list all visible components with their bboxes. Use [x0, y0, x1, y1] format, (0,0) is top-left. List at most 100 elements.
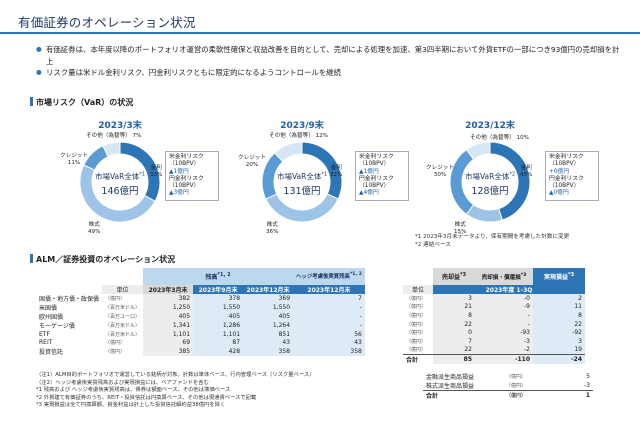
col-unit-2: 単位: [403, 285, 433, 294]
row-unit: （百万米ドル）: [105, 305, 141, 311]
value-mar: 385: [143, 347, 194, 357]
segment-name: クレジット: [426, 165, 454, 171]
segment-name: 株式: [266, 222, 278, 228]
row-unit: （億円）: [406, 338, 427, 345]
value-mar: 1,341: [143, 321, 194, 330]
jpy-value: ▲4億円: [359, 190, 379, 197]
pl-row: （億円） 3 -0 2: [403, 294, 585, 303]
derivative-value: 1: [543, 389, 593, 400]
value-dec: 851: [243, 330, 294, 339]
usd-unit: （10BPV）: [169, 161, 200, 168]
pl-row: （億円） 22-22: [403, 319, 585, 329]
rate-risk-box-1: 米金利リスク （10BPV） ▲1億円 円金利リスク （10BPV） ▲3億円: [165, 151, 219, 201]
donut-label-1-1: 金利 33%: [150, 165, 162, 179]
value-hedge: -: [293, 321, 365, 330]
page-title: 有価証券のオペレーション状況: [18, 15, 196, 30]
donut-label-1-2: 株式 49%: [88, 222, 100, 236]
var-notes: *1 2023年3月末データより、保有期間を考慮した計数に変更 *2 連結ベース: [415, 233, 569, 249]
donut-label-2-1: 金利 32%: [330, 165, 342, 179]
derivative-table: 金融派生商品損益 （億円） 5 株式派生商品損益 （億円） -3 合計 （億円） 1: [423, 372, 593, 400]
usd-label: 米金利リスク: [549, 154, 584, 160]
value-hedge: 7: [293, 294, 365, 303]
balance-table-wrap: 残高*1, 2 ヘッジ考慮後実質残高*1, 2 単位 2023年3月末 2023…: [36, 268, 365, 357]
value-sep: 428: [193, 347, 244, 357]
value-mar: 1,250: [143, 303, 194, 312]
balance-row: モーゲージ債 （百万米ドル） 1,341 1,286 1,264-: [36, 321, 365, 330]
value-gain: 22: [433, 345, 475, 355]
jpy-unit: （10BPV）: [169, 183, 200, 190]
value-dec: 1,264: [243, 321, 294, 330]
derivative-label: 合計: [423, 389, 503, 400]
donut-segment-4: [273, 141, 303, 163]
donut-center-note-1: *1: [139, 171, 146, 178]
value-sep: 1,286: [193, 321, 244, 330]
donut-segment-3: [449, 148, 475, 216]
segment-name: その他（為替等） 12%: [269, 133, 328, 139]
pl-total-row: 合計 85 -110 -24: [403, 353, 585, 364]
value-sep: 1,550: [193, 303, 244, 312]
value-realized: -92: [533, 328, 585, 337]
alm-notes: （注1）ALM目的ポートフォリオで運営している銘柄が対象。計数は単体ベース、行内…: [36, 372, 314, 410]
row-unit: （億円）: [406, 330, 427, 337]
balance-row: 欧州国債 （百万ユーロ） 405 405 405-: [36, 312, 365, 321]
segment-pct: 11%: [67, 160, 81, 166]
jpy-value: ▲3億円: [169, 190, 189, 197]
value-sep: 1,101: [193, 330, 244, 339]
pl-row: （億円） 0 -93 -92: [403, 328, 585, 337]
value-loss: -3: [475, 336, 533, 346]
row-unit: （百万米ドル）: [105, 331, 141, 338]
donut-center-note-2: *1: [321, 171, 328, 178]
value-gain: 21: [433, 302, 475, 312]
segment-pct: 33%: [150, 172, 163, 178]
donut-center-total-3: 128億円: [471, 186, 509, 197]
segment-pct: 32%: [330, 172, 343, 178]
balance-row: 投資信託 （億円） 385 428 358 358: [36, 347, 365, 357]
segment-name: 株式: [454, 222, 466, 228]
row-unit: （億円）: [105, 340, 126, 347]
pl-row: （億円） 22 -2 19: [403, 345, 585, 355]
row-label: ETF: [39, 330, 50, 338]
value-realized: 2: [533, 294, 585, 303]
value-loss: -: [475, 311, 533, 320]
usd-label: 米金利リスク: [359, 154, 394, 160]
rate-risk-box-2: 米金利リスク （10BPV） ▲1億円 円金利リスク （10BPV） ▲4億円: [355, 151, 409, 201]
value-hedge: 43: [293, 338, 365, 348]
summary-bullets: 有価証券は、本年度以降のポートフォリオ運営の柔軟性確保と収益改善を目的として、売…: [36, 44, 626, 79]
jpy-unit: （10BPV）: [549, 183, 580, 190]
donut-title-2: 2023/9末: [280, 121, 324, 131]
donut-segment-4: [102, 141, 121, 158]
row-unit: （億円）: [105, 349, 126, 356]
jpy-unit: （10BPV）: [359, 183, 390, 190]
derivative-value: -3: [584, 381, 590, 389]
donut-segment-2: [265, 193, 339, 223]
row-label: 欧州国債: [39, 314, 64, 321]
value-realized: 8: [533, 311, 585, 320]
value-hedge: 56: [293, 330, 365, 339]
derivative-row: 金融派生商品損益 （億円） 5: [423, 372, 593, 381]
var-note-2: *2 連結ベース: [415, 242, 451, 248]
value-hedge: -: [293, 312, 365, 321]
donut-label-3-1: 金利 45%: [520, 165, 532, 179]
row-unit: （億円）: [406, 304, 427, 311]
donut-label-2-4: その他（為替等） 12%: [269, 133, 328, 140]
col-period: 2023年度 1-3Q: [433, 285, 585, 294]
alm-note-3: *1 残高および ヘッジ考慮後実質残高は、債券は額面ベース、その他は簿価ベース: [36, 387, 231, 394]
jpy-label: 円金利リスク: [169, 175, 204, 182]
segment-pct: 20%: [245, 162, 259, 168]
donut-label-3-2: 株式 15%: [454, 222, 466, 236]
usd-label: 米金利リスク: [169, 154, 204, 160]
row-label: REIT: [39, 339, 53, 347]
alm-note-1: （注1）ALM目的ポートフォリオで運営している銘柄が対象。計数は単体ベース、行内…: [36, 372, 315, 378]
jpy-value: ▲0億円: [549, 190, 569, 197]
derivative-value: 5: [586, 372, 590, 380]
value-loss: -2: [475, 345, 533, 355]
balance-row: ETF （百万米ドル） 1,101 1,101 851 56: [36, 330, 365, 339]
col-dec: 2023年12月末: [243, 285, 294, 294]
donut-chart-2: [261, 141, 343, 223]
donut-label-3-3: クレジット 30%: [426, 165, 454, 179]
derivative-row: 株式派生商品損益 （億円） -3: [423, 381, 593, 391]
header-hedge: ヘッジ考慮後実質残高*1, 2: [293, 268, 365, 285]
donut-center-total-1: 146億円: [101, 186, 139, 197]
donut-chart-3: [449, 141, 531, 223]
row-unit: （億円）: [105, 296, 126, 302]
